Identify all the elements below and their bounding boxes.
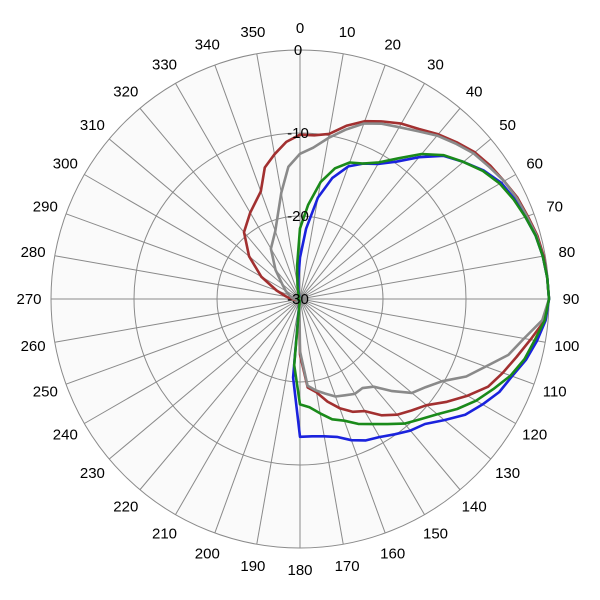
angle-tick-label: 240: [53, 427, 78, 444]
grid-spoke: [299, 255, 546, 300]
grid-spoke: [65, 298, 301, 385]
angle-tick-label: 50: [499, 117, 516, 134]
angle-tick-label: 250: [33, 384, 58, 401]
angle-tick-label: 190: [240, 558, 265, 575]
angle-tick-label: 150: [423, 526, 448, 543]
grid-spoke: [54, 255, 301, 300]
grid-spoke: [299, 53, 344, 300]
angle-tick-label: 110: [543, 384, 567, 401]
angle-tick-label: 20: [384, 36, 401, 53]
grid-spoke: [299, 213, 535, 300]
grid-spoke: [84, 298, 301, 424]
angle-tick-label: 120: [522, 427, 547, 444]
grid-spoke: [54, 298, 301, 343]
angle-tick-label: 0: [296, 20, 304, 37]
series-line-4: [292, 152, 551, 426]
grid-spoke: [214, 298, 301, 534]
grid-spoke: [299, 298, 492, 460]
angle-tick-label: 80: [559, 244, 576, 261]
radial-tick-label: -10: [287, 125, 309, 142]
angle-tick-label: 10: [339, 24, 356, 41]
grid-spoke: [299, 298, 546, 343]
grid-spoke: [256, 53, 301, 300]
grid-spoke: [175, 83, 301, 300]
grid-spoke: [299, 174, 516, 300]
angle-tick-label: 220: [113, 499, 138, 516]
angle-tick-labels: 0 10 20 30 40 50 60 70 80 90 100 110 120 130 140 150 160…: [16, 20, 579, 579]
grid-spoke: [299, 298, 461, 491]
grid-spoke: [299, 298, 344, 545]
series-line-1: [242, 119, 551, 417]
angle-tick-label: 300: [53, 156, 78, 173]
grid-spoke: [65, 213, 301, 300]
angle-tick-label: 320: [113, 83, 138, 100]
angle-tick-label: 350: [240, 24, 265, 41]
grid-spoke: [299, 64, 386, 300]
angle-tick-label: 30: [427, 56, 444, 73]
grid-spoke: [299, 298, 516, 424]
angle-tick-label: 260: [21, 338, 46, 355]
grid-spoke: [299, 298, 386, 534]
series-layer: [242, 119, 551, 442]
radial-tick-label: 0: [294, 42, 302, 59]
radial-tick-labels: 0 -10 -20 -30: [287, 42, 309, 308]
angle-tick-label: 210: [152, 526, 177, 543]
angle-tick-label: 180: [287, 562, 312, 579]
angle-tick-label: 310: [80, 117, 105, 134]
grid-spoke: [108, 138, 301, 300]
angle-tick-label: 70: [546, 198, 563, 215]
angle-tick-label: 160: [380, 546, 405, 563]
grid-spoke: [299, 298, 425, 515]
grid-spoke: [299, 138, 492, 300]
angle-tick-label: 100: [554, 338, 579, 355]
grid-spoke: [299, 107, 461, 300]
grid-spoke: [108, 298, 301, 460]
angle-tick-label: 90: [563, 291, 580, 308]
angle-tick-label: 140: [462, 499, 487, 516]
grid-spokes: [51, 50, 549, 548]
grid-spoke: [256, 298, 301, 545]
grid-spoke: [299, 83, 425, 300]
angle-tick-label: 340: [195, 36, 220, 53]
angle-tick-label: 200: [195, 546, 220, 563]
series-line-2: [269, 122, 551, 398]
angle-tick-label: 130: [495, 465, 520, 482]
grid-spoke: [299, 298, 535, 385]
grid-spoke: [175, 298, 301, 515]
angle-tick-label: 40: [466, 83, 483, 100]
radial-tick-label: -30: [287, 291, 309, 308]
grid-spoke: [139, 298, 301, 491]
angle-tick-label: 170: [335, 558, 360, 575]
angle-tick-label: 290: [33, 198, 58, 215]
angle-tick-label: 230: [80, 465, 105, 482]
angle-tick-label: 330: [152, 56, 177, 73]
grid-spoke: [139, 107, 301, 300]
angle-tick-label: 270: [16, 291, 41, 308]
angle-tick-label: 280: [21, 244, 46, 261]
grid-spoke: [214, 64, 301, 300]
angle-tick-label: 60: [526, 156, 543, 173]
radial-tick-label: -20: [287, 208, 309, 225]
